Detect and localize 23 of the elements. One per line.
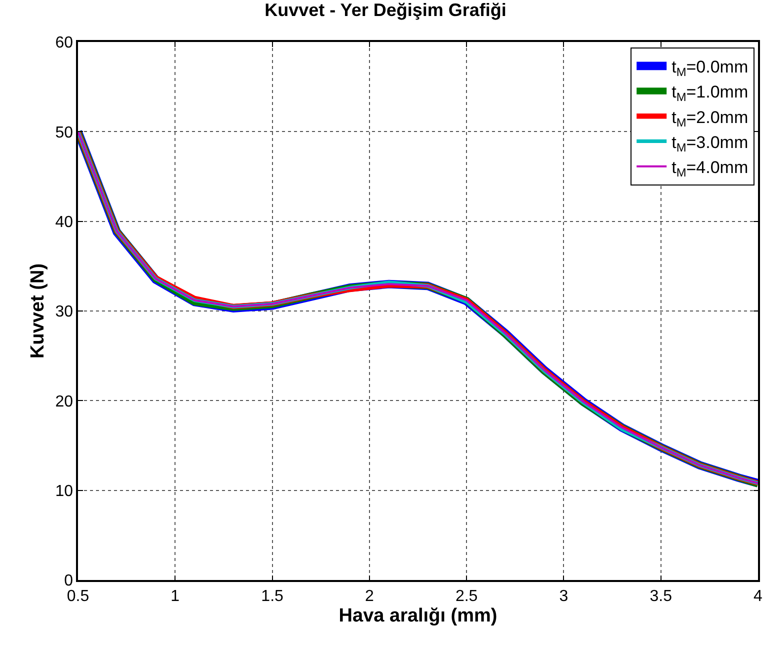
- legend-label: t$_{M}$=4.0mm: [672, 158, 748, 180]
- y-tick-label: 50: [55, 124, 74, 142]
- x-tick-label: 0.5: [66, 588, 90, 605]
- x-tick-label: 1: [170, 588, 180, 605]
- y-tick-label: 40: [55, 214, 74, 231]
- x-tick-label: 2.5: [455, 588, 478, 605]
- y-tick-label: 30: [55, 304, 74, 321]
- legend-label: t$_{M}$=0.0mm: [672, 58, 748, 80]
- x-tick-label: 2: [364, 588, 374, 605]
- legend-label: t$_{M}$=2.0mm: [672, 108, 748, 130]
- y-tick-label: 10: [55, 482, 74, 500]
- y-axis-title: Kuvvet (N): [28, 263, 49, 359]
- legend-label: t$_{M}$=3.0mm: [672, 132, 748, 154]
- x-axis-title: Hava aralığı (mm): [338, 605, 498, 626]
- y-tick-label: 20: [55, 393, 74, 410]
- legend-label: t$_{M}$=1.0mm: [672, 82, 748, 104]
- chart-title: Kuvvet - Yer Değişim Grafiği: [264, 0, 506, 20]
- x-tick-label: 1.5: [261, 588, 284, 605]
- x-tick-label: 3: [559, 588, 568, 605]
- x-tick-label: 3.5: [650, 588, 672, 605]
- y-tick-label: 60: [55, 34, 74, 52]
- x-tick-label: 4: [754, 588, 763, 605]
- y-tick-label: 0: [64, 572, 74, 590]
